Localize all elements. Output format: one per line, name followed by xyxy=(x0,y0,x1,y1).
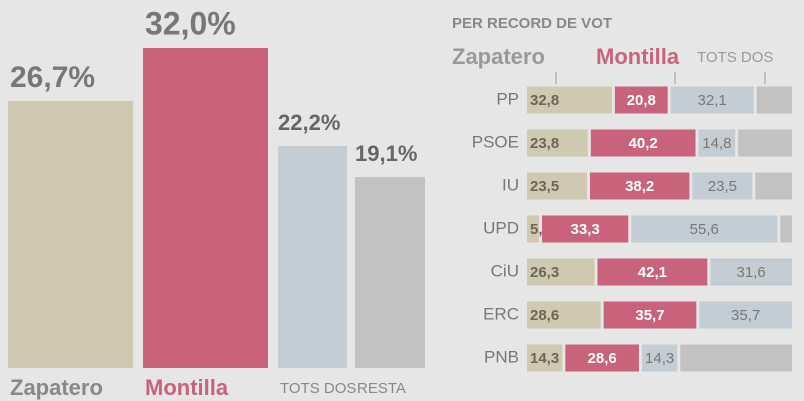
bar-segment xyxy=(631,215,778,243)
x-tick-label: Zapatero xyxy=(10,375,103,400)
bar-segment xyxy=(614,86,668,114)
value-label: 14,8 xyxy=(702,135,731,152)
value-label: 14,3 xyxy=(530,350,559,367)
x-tick-label: RESTA xyxy=(357,380,406,397)
bar-segment xyxy=(565,344,639,372)
y-tick-label: IU xyxy=(502,175,519,194)
y-tick-label: PNB xyxy=(484,347,519,366)
bar xyxy=(355,177,425,368)
value-label: 32,0% xyxy=(145,5,236,41)
bar-segment xyxy=(527,344,563,372)
bar-segment xyxy=(692,172,753,200)
bar xyxy=(278,146,347,368)
value-label: 55,6 xyxy=(690,221,719,238)
x-tick-label: TOTS DOS xyxy=(280,380,356,397)
bar-segment xyxy=(542,215,629,243)
x-tick-label: Montilla xyxy=(145,375,229,400)
legend-label: Montilla xyxy=(596,44,680,69)
value-label: 26,3 xyxy=(530,264,559,281)
bar-segment xyxy=(597,258,708,286)
bar-segment xyxy=(527,129,588,157)
value-label: 23,5 xyxy=(530,178,559,195)
legend-label: Zapatero xyxy=(452,44,545,69)
value-label: 42,1 xyxy=(638,264,667,281)
value-label: 22,2% xyxy=(278,110,340,135)
bar-segment xyxy=(527,215,540,243)
value-label: 32,1 xyxy=(698,92,727,109)
value-label: 23,5 xyxy=(708,178,737,195)
value-label: 26,7% xyxy=(10,61,95,94)
bar-segment xyxy=(698,129,736,157)
legend-label: TOTS DOS xyxy=(697,49,773,66)
y-tick-label: UPD xyxy=(483,218,519,237)
value-label: 33,3 xyxy=(571,221,600,238)
bar xyxy=(8,101,133,368)
y-tick-label: CiU xyxy=(491,261,519,280)
bar xyxy=(143,48,268,368)
value-label: 20,8 xyxy=(627,92,656,109)
bar-segment xyxy=(603,301,697,329)
value-label: 14,3 xyxy=(645,350,674,367)
bar-segment xyxy=(755,172,792,200)
bar-segment xyxy=(589,172,690,200)
value-label: 32,8 xyxy=(530,92,559,109)
chart-title: PER RECORD DE VOT xyxy=(452,15,612,32)
bar-segment xyxy=(527,301,601,329)
value-label: 31,6 xyxy=(737,264,766,281)
value-label: 28,6 xyxy=(588,350,617,367)
y-tick-label: ERC xyxy=(483,304,519,323)
y-tick-label: PP xyxy=(496,89,519,108)
bar-segment xyxy=(756,86,792,114)
bar-segment xyxy=(527,258,595,286)
bar-segment xyxy=(710,258,792,286)
y-tick-label: PSOE xyxy=(472,132,519,151)
value-label: 35,7 xyxy=(731,307,760,324)
bar-segment xyxy=(670,86,754,114)
value-label: 38,2 xyxy=(625,178,654,195)
value-label: 28,6 xyxy=(530,307,559,324)
value-label: 40,2 xyxy=(629,135,658,152)
value-label: 35,7 xyxy=(635,307,664,324)
bar-segment xyxy=(590,129,696,157)
bar-segment xyxy=(641,344,678,372)
bar-segment xyxy=(680,344,792,372)
bar-segment xyxy=(527,172,587,200)
value-label: 23,8 xyxy=(530,135,559,152)
bar-segment xyxy=(699,301,792,329)
bar-segment xyxy=(780,215,792,243)
value-label: 19,1% xyxy=(355,141,417,166)
bar-segment xyxy=(738,129,792,157)
bar-segment xyxy=(527,86,612,114)
